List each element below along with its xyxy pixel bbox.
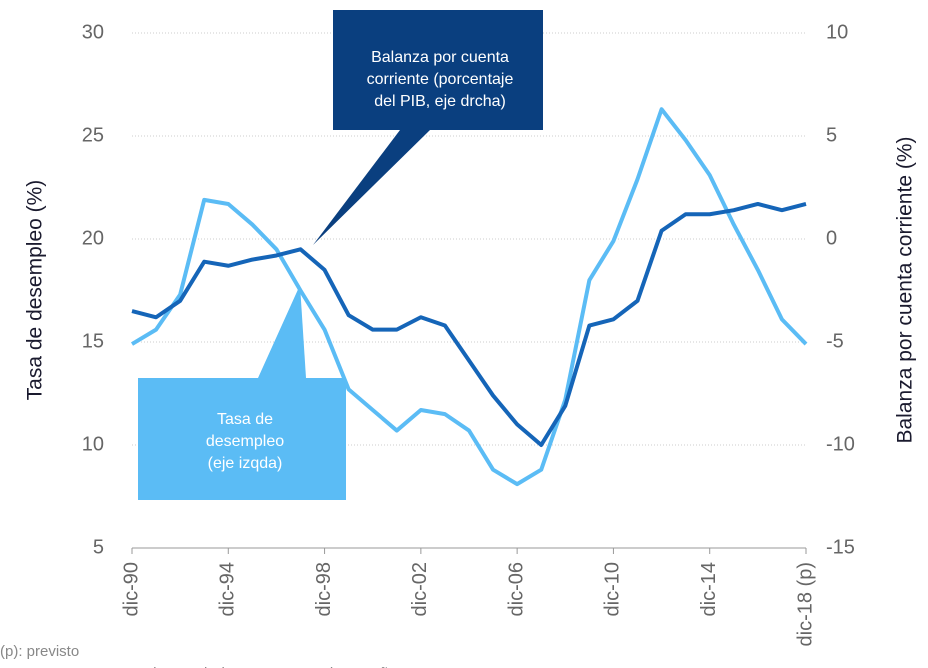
y-tick-label: 30: [82, 21, 104, 43]
y-tick-label: 5: [93, 536, 104, 558]
series-line: [131, 201, 807, 447]
y-tick-label: 15: [82, 330, 104, 352]
y2-tick-label: 5: [826, 124, 837, 146]
callout-pointer: [313, 130, 430, 245]
y-tick-label: 20: [82, 227, 104, 249]
x-tick-label: dic-94: [217, 562, 239, 616]
y-tick-label: 25: [82, 124, 104, 146]
footnote: Fuente: BBVA Research a partir de INE y …: [0, 665, 397, 668]
callout-text: Tasa de: [217, 411, 273, 428]
x-tick-label: dic-10: [602, 562, 624, 616]
x-tick-label: dic-90: [120, 562, 142, 616]
y-axis-title: Tasa de desempleo (%): [24, 180, 47, 401]
y2-tick-label: -15: [826, 536, 855, 558]
callout-text: corriente (porcentaje: [367, 71, 514, 88]
callout-text: del PIB, eje drcha): [374, 93, 506, 110]
y2-tick-label: -10: [826, 433, 855, 455]
x-tick-label: dic-14: [698, 562, 720, 616]
y2-tick-label: 0: [826, 227, 837, 249]
x-tick-label: dic-18 (p): [794, 562, 816, 646]
callout-text: desempleo: [206, 433, 284, 450]
x-tick-label: dic-02: [409, 562, 431, 616]
callout-box: [138, 378, 346, 500]
y-tick-label: 10: [82, 433, 104, 455]
callout-text: (eje izqda): [208, 455, 283, 472]
x-tick-label: dic-06: [505, 562, 527, 616]
y2-tick-label: 10: [826, 21, 848, 43]
series-line: [130, 107, 808, 487]
footnote: (p): previsto: [0, 643, 79, 660]
callout-pointer: [258, 285, 306, 378]
y2-tick-label: -5: [826, 330, 844, 352]
callout-text: Balanza por cuenta: [371, 49, 509, 66]
x-tick-label: dic-98: [313, 562, 335, 616]
y2-axis-title: Balanza por cuenta corriente (%): [894, 137, 917, 444]
callout-box: [333, 10, 543, 130]
